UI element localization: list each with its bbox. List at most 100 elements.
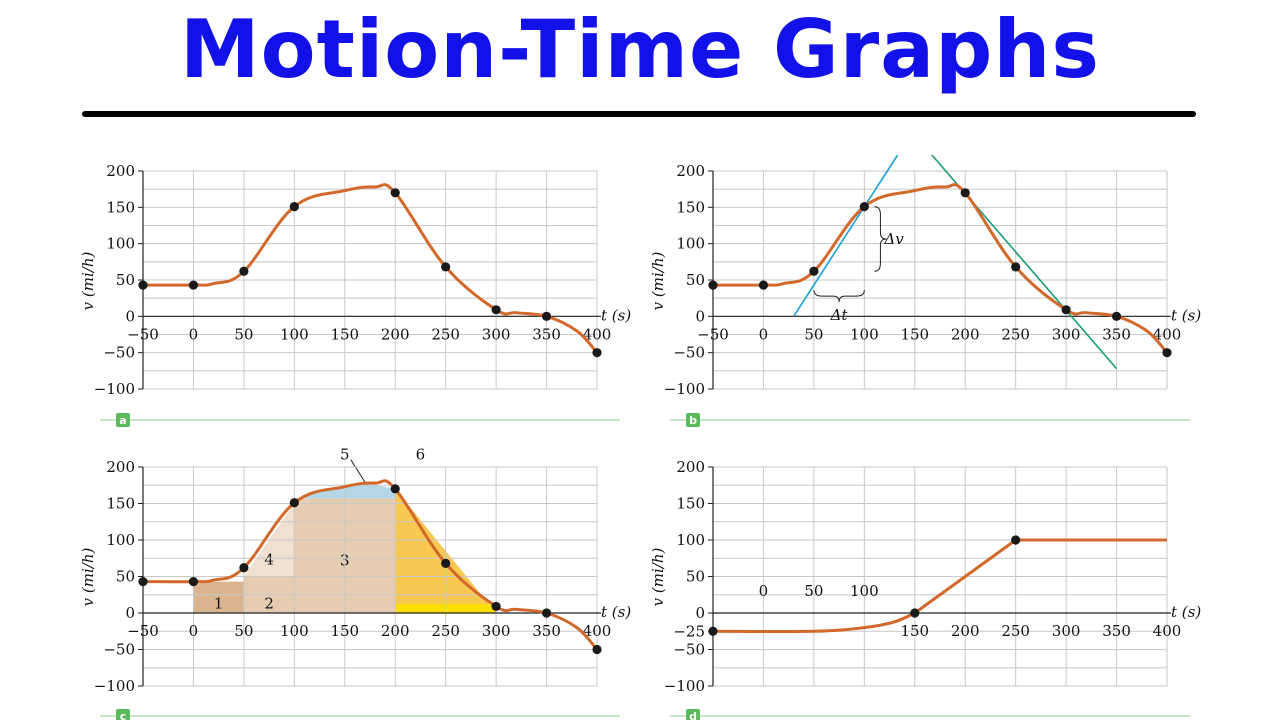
x-tick-label: 0 <box>189 325 199 343</box>
data-point <box>1011 262 1021 272</box>
y-tick-label: 0 <box>695 307 705 325</box>
grid <box>712 170 1168 390</box>
data-point <box>592 348 602 358</box>
y-tick-label: 100 <box>106 235 135 253</box>
x-axis-label: t (s) <box>601 306 631 324</box>
x-tick-label: 400 <box>1153 622 1182 640</box>
data-point <box>138 577 148 587</box>
area-label-2: 2 <box>264 595 274 613</box>
panel-tag-label: d <box>689 710 697 720</box>
data-point <box>758 280 769 290</box>
velocity-curve <box>142 183 599 354</box>
x-axis-label: t (s) <box>1171 603 1201 621</box>
y-tick-label: 0 <box>695 604 705 622</box>
y-tick-label: −50 <box>103 641 135 659</box>
y-tick-label: −100 <box>664 677 705 695</box>
x-tick-label: 150 <box>900 325 929 343</box>
x-tick-label: 150 <box>330 622 359 640</box>
y-tick-label: −25 <box>673 622 705 640</box>
x-tick-label: 300 <box>482 622 511 640</box>
y-tick-label: 150 <box>106 198 135 216</box>
x-tick-label: 100 <box>850 325 879 343</box>
x-tick-label: 150 <box>900 622 929 640</box>
velocity-curve <box>712 183 1169 354</box>
data-point <box>541 608 552 618</box>
region-5-pointer <box>350 459 368 486</box>
x-tick-label: 250 <box>431 325 460 343</box>
delta-v-brace <box>874 206 887 272</box>
data-point <box>541 311 552 321</box>
x-tick-label: 250 <box>1001 622 1030 640</box>
x-tick-label: 50 <box>234 325 253 343</box>
x-tick-label: 300 <box>1052 325 1081 343</box>
data-point <box>239 266 249 276</box>
area-region-6 <box>395 488 497 613</box>
x-tick-label: 400 <box>1153 325 1182 343</box>
grid <box>142 466 598 687</box>
x-axis-label: t (s) <box>1171 306 1201 324</box>
data-point <box>809 266 819 276</box>
panel-tag <box>686 413 700 427</box>
tangent-line-1 <box>793 154 899 317</box>
y-tick-label: −50 <box>673 344 705 362</box>
data-point <box>491 601 501 612</box>
title-underline <box>82 111 1196 117</box>
y-tick-label: 150 <box>106 495 135 513</box>
x-tick-label: 300 <box>482 325 511 343</box>
data-point <box>859 202 869 212</box>
page-title: Motion-Time Graphs <box>180 3 1100 96</box>
data-point <box>960 188 970 198</box>
y-tick-label: 100 <box>676 235 705 253</box>
x-tick-label: 400 <box>583 622 612 640</box>
data-point <box>138 280 148 290</box>
y-tick-label: 200 <box>676 458 705 476</box>
data-point <box>390 188 400 198</box>
data-point <box>1011 535 1021 545</box>
y-axis-label: v (mi/h) <box>649 548 667 607</box>
x-tick-label: −50 <box>127 622 159 640</box>
y-tick-label: 50 <box>686 568 705 586</box>
y-tick-label: 0 <box>125 307 135 325</box>
data-point <box>188 577 199 587</box>
x-tick-label: 400 <box>583 325 612 343</box>
area-label-6: 6 <box>416 446 426 464</box>
panel-tag-label: a <box>119 414 126 427</box>
data-point <box>390 484 400 494</box>
data-point <box>289 498 299 508</box>
x-tick-label: 200 <box>951 622 980 640</box>
x-tick-label: 100 <box>280 622 309 640</box>
x-tick-label: 350 <box>532 325 561 343</box>
delta-v-label: Δv <box>883 230 904 248</box>
grid <box>712 466 1168 687</box>
panel-tag-label: c <box>120 710 127 720</box>
y-tick-label: 150 <box>676 198 705 216</box>
data-point <box>441 262 451 272</box>
data-point <box>441 558 451 568</box>
data-point <box>289 202 299 212</box>
y-tick-label: 50 <box>116 568 135 586</box>
panel-tag <box>686 709 700 720</box>
data-point <box>1111 311 1122 321</box>
y-tick-label: 150 <box>676 495 705 513</box>
y-tick-label: 100 <box>106 531 135 549</box>
data-point <box>188 280 199 290</box>
x-tick-label: 250 <box>431 622 460 640</box>
y-tick-label: −100 <box>664 380 705 398</box>
delta-t-brace <box>813 290 865 303</box>
x-tick-label: −50 <box>127 325 159 343</box>
x-tick-label: 100 <box>280 325 309 343</box>
x-tick-label: 200 <box>381 325 410 343</box>
data-point <box>239 563 249 573</box>
grid <box>142 170 598 390</box>
y-tick-label: 0 <box>125 604 135 622</box>
y-tick-label: 200 <box>106 458 135 476</box>
velocity-curve <box>142 479 599 651</box>
velocity-curve <box>712 538 1167 634</box>
x-tick-label: 100 <box>850 582 879 600</box>
x-tick-label: 200 <box>951 325 980 343</box>
data-point <box>1061 305 1071 315</box>
data-point <box>1162 348 1172 358</box>
